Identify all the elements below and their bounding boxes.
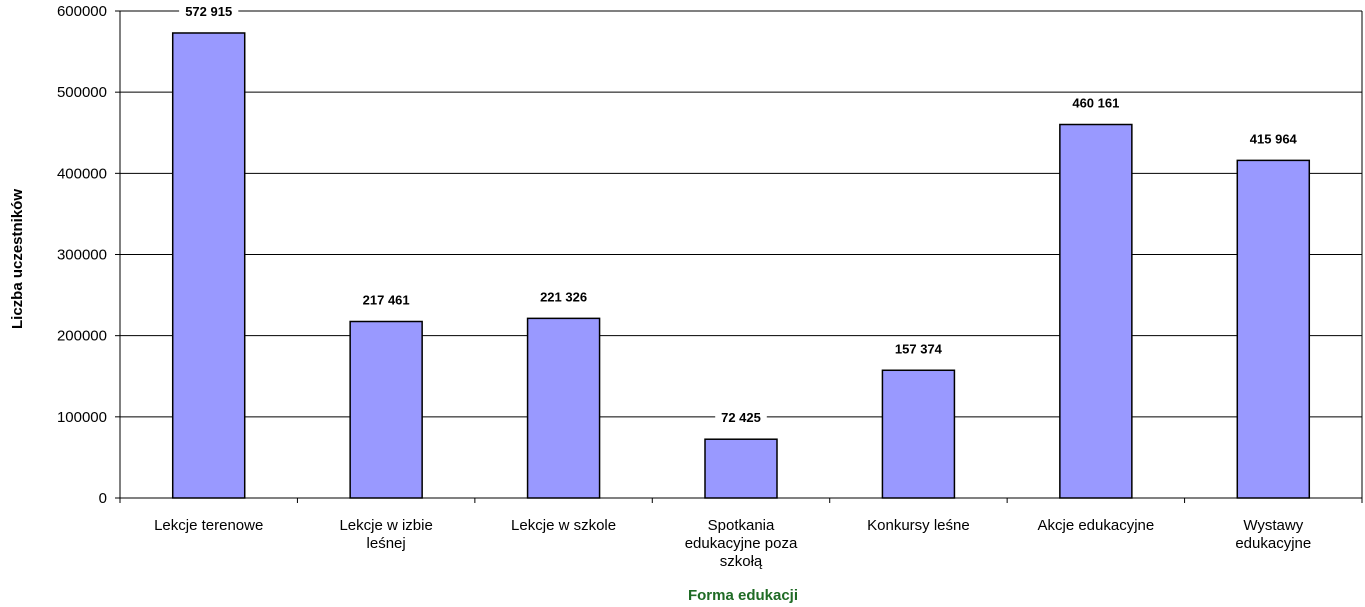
bar bbox=[171, 32, 246, 499]
data-label-bg bbox=[1243, 132, 1303, 148]
data-label: 157 374 bbox=[895, 341, 943, 356]
bar bbox=[526, 317, 601, 499]
bar bbox=[881, 369, 956, 499]
y-tick-labels: 0 100000 200000 300000 400000 500000 600000 bbox=[57, 3, 107, 507]
x-tick-label: Wystawy edukacyjne bbox=[1235, 517, 1311, 552]
x-tick-label: Akcje edukacyjne bbox=[1037, 517, 1154, 534]
data-label: 415 964 bbox=[1250, 131, 1298, 146]
y-tick-label: 0 bbox=[99, 490, 107, 507]
data-label: 572 915 bbox=[185, 4, 232, 19]
data-label-bg bbox=[1066, 96, 1126, 112]
x-tick-label: Lekcje terenowe bbox=[154, 517, 263, 534]
y-tick-label: 100000 bbox=[57, 409, 107, 426]
y-tick-label: 300000 bbox=[57, 247, 107, 264]
x-tick-label: Lekcje w izbie leśnej bbox=[339, 517, 432, 552]
bar bbox=[349, 320, 423, 499]
bar bbox=[1059, 123, 1133, 499]
bar bbox=[1236, 159, 1311, 499]
x-tick-label: Lekcje w szkole bbox=[511, 517, 616, 534]
data-label-bg bbox=[715, 411, 767, 427]
bar bbox=[704, 438, 778, 499]
data-label-bg bbox=[533, 290, 594, 306]
axes bbox=[115, 10, 1363, 503]
x-axis-label: Forma edukacji bbox=[688, 587, 798, 604]
y-tick-label: 400000 bbox=[57, 165, 107, 182]
x-tick-label: Konkursy leśne bbox=[867, 517, 970, 534]
data-label: 460 161 bbox=[1072, 96, 1119, 111]
data-label: 72 425 bbox=[721, 410, 761, 425]
x-tick-label: Spotkania edukacyjne poza szkołą bbox=[685, 517, 798, 570]
y-tick-label: 200000 bbox=[57, 328, 107, 345]
y-tick-label: 600000 bbox=[57, 3, 107, 20]
y-axis-label: Liczba uczestników bbox=[9, 189, 26, 329]
x-tick-labels: Lekcje terenowe Lekcje w izbie leśnej Lekcj… bbox=[154, 517, 1311, 570]
gridlines bbox=[120, 10, 1362, 418]
data-labels: 572 915 217 461 221 326 72 425 157 374 460 16… bbox=[179, 4, 1303, 427]
data-label-bg bbox=[356, 293, 416, 309]
data-label: 221 326 bbox=[540, 289, 587, 304]
bars bbox=[171, 32, 1311, 499]
data-label-bg bbox=[179, 4, 239, 20]
y-tick-label: 500000 bbox=[57, 84, 107, 101]
data-label-bg bbox=[888, 342, 949, 358]
data-label: 217 461 bbox=[363, 292, 410, 307]
